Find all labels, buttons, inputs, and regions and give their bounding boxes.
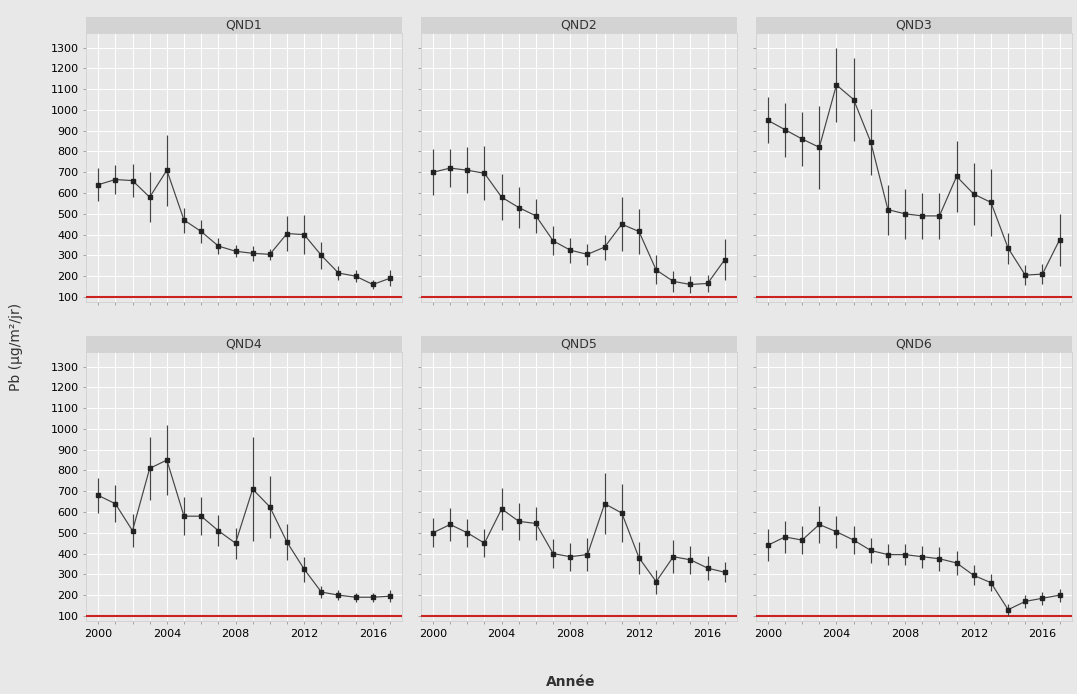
Text: QND4: QND4 [226,338,263,350]
Text: QND2: QND2 [560,19,598,32]
Text: QND1: QND1 [226,19,263,32]
Text: Pb (µg/m²/jr): Pb (µg/m²/jr) [10,303,23,391]
Text: QND3: QND3 [895,19,932,32]
Text: Année: Année [546,675,596,688]
Text: QND6: QND6 [895,338,932,350]
Text: QND5: QND5 [560,338,598,350]
